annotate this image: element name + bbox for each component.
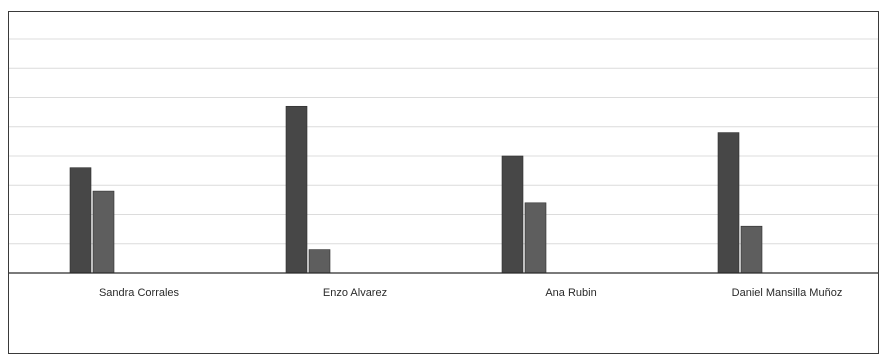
category-labels: Sandra Corrales Enzo Alvarez Ana Rubin Dani…: [99, 287, 842, 299]
category-label: Sandra Corrales: [99, 287, 180, 299]
bar-2-3: [524, 202, 547, 274]
chart-frame: Sandra Corrales Enzo Alvarez Ana Rubin Dani…: [8, 11, 879, 354]
bars: [69, 105, 763, 274]
bar-1-1: [69, 167, 92, 274]
bar-1-4: [717, 132, 740, 274]
bar-chart: Sandra Corrales Enzo Alvarez Ana Rubin Dani…: [9, 38, 878, 299]
category-label: Enzo Alvarez: [323, 287, 387, 299]
category-label: Daniel Mansilla Muñoz: [732, 287, 843, 299]
bar-2-1: [92, 190, 115, 274]
category-label: Ana Rubin: [545, 287, 596, 299]
bar-2-2: [308, 249, 331, 274]
bar-2-4: [740, 225, 763, 274]
bar-1-2: [285, 105, 308, 274]
gridlines: [9, 38, 878, 245]
bar-1-3: [501, 155, 524, 274]
